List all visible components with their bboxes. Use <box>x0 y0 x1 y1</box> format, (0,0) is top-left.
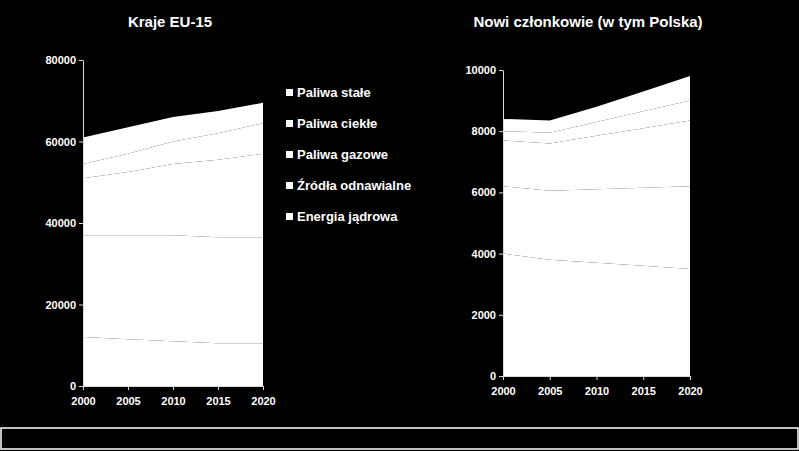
tick: 10000 <box>465 64 503 76</box>
x-axis: 2000 2005 2010 2015 2020 <box>491 376 702 397</box>
area-series <box>503 254 690 376</box>
tick-mark <box>643 376 644 380</box>
tick: 2020 <box>251 386 275 407</box>
tick: 2020 <box>678 376 702 397</box>
legend: Paliwa stałe Paliwa ciekłe Paliwa gazowe Źr… <box>286 85 411 224</box>
tick-label: 60000 <box>45 136 76 148</box>
plot-area <box>83 103 263 386</box>
tick-label: 2005 <box>538 385 562 397</box>
tick-mark <box>499 315 503 316</box>
axis-line <box>83 61 84 387</box>
area-series <box>503 76 690 133</box>
tick-label: 40000 <box>45 217 76 229</box>
tick: 2015 <box>632 376 656 397</box>
tick: 20000 <box>45 299 83 311</box>
tick-label: 2000 <box>472 309 496 321</box>
tick-label: 10000 <box>465 64 496 76</box>
tick-label: 20000 <box>45 299 76 311</box>
tick-label: 2010 <box>161 395 185 407</box>
axis-line <box>503 71 504 377</box>
chart-title: Kraje EU-15 <box>128 13 212 30</box>
tick-label: 0 <box>490 370 496 382</box>
legend-label: Źródła odnawialne <box>297 178 411 193</box>
tick-mark <box>79 60 83 61</box>
tick-mark <box>499 131 503 132</box>
tick-label: 0 <box>70 380 76 392</box>
tick-mark <box>499 192 503 193</box>
tick: 40000 <box>45 217 83 229</box>
tick-mark <box>503 376 504 380</box>
tick-label: 4000 <box>472 248 496 260</box>
tick: 2010 <box>161 386 185 407</box>
tick-label: 2020 <box>251 395 275 407</box>
chart: 0 20000 40000 60000 80000 2000 2005 2010 2015 202… <box>45 13 411 407</box>
tick-mark <box>499 376 503 377</box>
chart-title: Nowi członkowie (w tym Polska) <box>473 13 702 30</box>
tick-label: 2015 <box>206 395 230 407</box>
area-series <box>83 103 263 164</box>
tick: 6000 <box>472 186 503 198</box>
background <box>0 0 799 451</box>
tick-mark <box>79 223 83 224</box>
tick-mark <box>499 254 503 255</box>
tick: 80000 <box>45 54 83 66</box>
legend-label: Paliwa ciekłe <box>297 116 377 131</box>
tick-label: 8000 <box>472 125 496 137</box>
legend-swatch <box>286 89 293 96</box>
tick-mark <box>79 386 83 387</box>
tick-label: 2015 <box>632 385 656 397</box>
legend-swatch <box>286 182 293 189</box>
legend-swatch <box>286 151 293 158</box>
tick: 60000 <box>45 136 83 148</box>
tick: 2000 <box>472 309 503 321</box>
x-axis: 2000 2005 2010 2015 2020 <box>71 386 275 407</box>
tick-mark <box>79 142 83 143</box>
tick-mark <box>263 386 264 390</box>
area-series <box>503 186 690 269</box>
tick: 4000 <box>472 248 503 260</box>
tick: 2015 <box>206 386 230 407</box>
plot-area <box>503 76 690 376</box>
legend-label: Paliwa gazowe <box>297 147 388 162</box>
tick: 2000 <box>71 386 95 407</box>
y-axis: 0 20000 40000 60000 80000 <box>45 54 83 392</box>
legend-swatch <box>286 120 293 127</box>
tick-mark <box>79 305 83 306</box>
tick-mark <box>499 70 503 71</box>
tick: 2005 <box>538 376 562 397</box>
tick: 0 <box>70 380 83 392</box>
tick-label: 6000 <box>472 186 496 198</box>
tick: 2005 <box>116 386 140 407</box>
tick-label: 2000 <box>71 395 95 407</box>
tick-mark <box>690 376 691 380</box>
legend-swatch <box>286 213 293 220</box>
area-series <box>83 235 263 343</box>
tick-label: 2010 <box>585 385 609 397</box>
tick: 8000 <box>472 125 503 137</box>
legend-label: Paliwa stałe <box>297 85 371 100</box>
y-axis: 0 2000 4000 6000 8000 10000 <box>465 64 503 382</box>
tick: 0 <box>490 370 503 382</box>
tick-mark <box>550 376 551 380</box>
tick-label: 2005 <box>116 395 140 407</box>
legend-label: Energia jądrowa <box>297 209 398 224</box>
area-series <box>83 337 263 386</box>
tick-label: 2000 <box>491 385 515 397</box>
tick-mark <box>128 386 129 390</box>
tick-mark <box>218 386 219 390</box>
tick-mark <box>83 386 84 390</box>
chart-canvas: 0200004000060000800002000200520102015202… <box>0 0 799 451</box>
footer-box <box>1 428 798 449</box>
tick-label: 2020 <box>678 385 702 397</box>
tick: 2010 <box>585 376 609 397</box>
tick: 2000 <box>491 376 515 397</box>
chart: 0200040006000800010000200020052010201520… <box>465 13 702 397</box>
tick-mark <box>597 376 598 380</box>
tick-label: 80000 <box>45 54 76 66</box>
tick-mark <box>173 386 174 390</box>
